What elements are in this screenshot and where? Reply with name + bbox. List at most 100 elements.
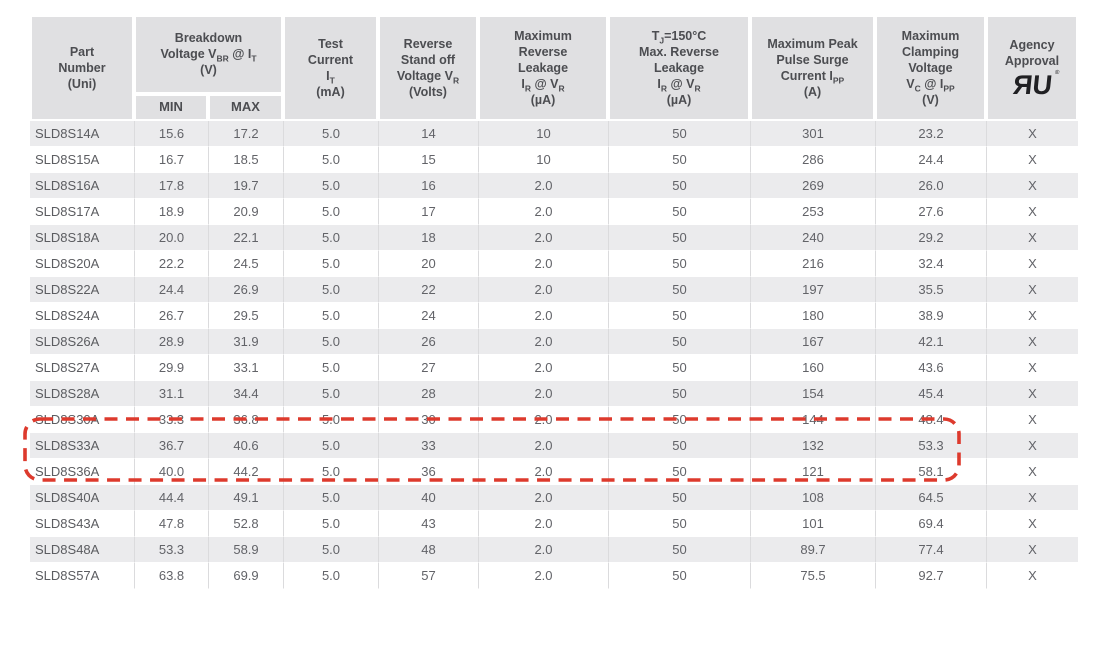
cell-vbr-max: 36.8 xyxy=(208,407,283,433)
cell-test-current: 5.0 xyxy=(283,277,378,303)
cell-max-peak-pulse-surge-current: 180 xyxy=(750,303,875,329)
cell-reverse-standoff-voltage: 16 xyxy=(378,173,478,199)
cell-agency-approval: X xyxy=(986,329,1078,355)
cell-test-current: 5.0 xyxy=(283,303,378,329)
cell-max-clamping-voltage: 45.4 xyxy=(875,381,986,407)
cell-part-number: SLD8S26A xyxy=(30,329,134,355)
cell-test-current: 5.0 xyxy=(283,459,378,485)
cell-max-clamping-voltage: 92.7 xyxy=(875,563,986,589)
cell-vbr-max: 19.7 xyxy=(208,173,283,199)
cell-reverse-standoff-voltage: 14 xyxy=(378,121,478,147)
cell-max-reverse-leakage: 2.0 xyxy=(478,251,608,277)
col-header-test-current: Test Current IT (mA) xyxy=(283,15,378,121)
cell-agency-approval: X xyxy=(986,277,1078,303)
cell-vbr-min: 20.0 xyxy=(134,225,208,251)
table-row-SLD8S30A: SLD8S30A 33.3 36.8 5.0 30 2.0 50 144 48.4 X xyxy=(30,407,1078,433)
cell-max-clamping-voltage: 32.4 xyxy=(875,251,986,277)
cell-reverse-standoff-voltage: 26 xyxy=(378,329,478,355)
cell-max-clamping-voltage: 24.4 xyxy=(875,147,986,173)
cell-max-peak-pulse-surge-current: 121 xyxy=(750,459,875,485)
cell-vbr-max: 52.8 xyxy=(208,511,283,537)
table-row-SLD8S22A: SLD8S22A 24.4 26.9 5.0 22 2.0 50 197 35.5 X xyxy=(30,277,1078,303)
cell-vbr-max: 22.1 xyxy=(208,225,283,251)
cell-tj150-max-reverse-leakage: 50 xyxy=(608,303,750,329)
cell-max-peak-pulse-surge-current: 197 xyxy=(750,277,875,303)
table-row-SLD8S17A: SLD8S17A 18.9 20.9 5.0 17 2.0 50 253 27.6 X xyxy=(30,199,1078,225)
cell-part-number: SLD8S28A xyxy=(30,381,134,407)
col-header-breakdown-voltage: Breakdown Voltage VBR @ IT (V) xyxy=(134,15,283,94)
cell-vbr-min: 17.8 xyxy=(134,173,208,199)
cell-max-reverse-leakage: 2.0 xyxy=(478,277,608,303)
cell-max-clamping-voltage: 23.2 xyxy=(875,121,986,147)
cell-reverse-standoff-voltage: 36 xyxy=(378,459,478,485)
cell-agency-approval: X xyxy=(986,251,1078,277)
cell-max-peak-pulse-surge-current: 144 xyxy=(750,407,875,433)
cell-test-current: 5.0 xyxy=(283,433,378,459)
cell-reverse-standoff-voltage: 22 xyxy=(378,277,478,303)
cell-max-peak-pulse-surge-current: 89.7 xyxy=(750,537,875,563)
cell-part-number: SLD8S14A xyxy=(30,121,134,147)
cell-tj150-max-reverse-leakage: 50 xyxy=(608,199,750,225)
cell-test-current: 5.0 xyxy=(283,329,378,355)
cell-tj150-max-reverse-leakage: 50 xyxy=(608,225,750,251)
col-header-max-peak-pulse-surge-current: Maximum Peak Pulse Surge Current IPP (A) xyxy=(750,15,875,121)
cell-vbr-max: 29.5 xyxy=(208,303,283,329)
cell-agency-approval: X xyxy=(986,303,1078,329)
cell-max-reverse-leakage: 10 xyxy=(478,147,608,173)
cell-test-current: 5.0 xyxy=(283,537,378,563)
table-body: SLD8S14A 15.6 17.2 5.0 14 10 50 301 23.2 X SLD8S15… xyxy=(30,121,1078,589)
cell-max-reverse-leakage: 2.0 xyxy=(478,225,608,251)
cell-part-number: SLD8S22A xyxy=(30,277,134,303)
cell-vbr-min: 16.7 xyxy=(134,147,208,173)
cell-test-current: 5.0 xyxy=(283,225,378,251)
cell-tj150-max-reverse-leakage: 50 xyxy=(608,433,750,459)
cell-vbr-max: 69.9 xyxy=(208,563,283,589)
table-row-SLD8S15A: SLD8S15A 16.7 18.5 5.0 15 10 50 286 24.4 X xyxy=(30,147,1078,173)
cell-max-reverse-leakage: 2.0 xyxy=(478,173,608,199)
cell-max-reverse-leakage: 2.0 xyxy=(478,303,608,329)
cell-tj150-max-reverse-leakage: 50 xyxy=(608,277,750,303)
cell-vbr-min: 44.4 xyxy=(134,485,208,511)
cell-max-reverse-leakage: 2.0 xyxy=(478,407,608,433)
cell-vbr-max: 34.4 xyxy=(208,381,283,407)
cell-tj150-max-reverse-leakage: 50 xyxy=(608,459,750,485)
cell-agency-approval: X xyxy=(986,563,1078,589)
cell-vbr-min: 31.1 xyxy=(134,381,208,407)
cell-tj150-max-reverse-leakage: 50 xyxy=(608,121,750,147)
table-row-SLD8S36A: SLD8S36A 40.0 44.2 5.0 36 2.0 50 121 58.1 X xyxy=(30,459,1078,485)
col-subheader-min: MIN xyxy=(134,93,208,121)
cell-vbr-max: 40.6 xyxy=(208,433,283,459)
cell-max-clamping-voltage: 38.9 xyxy=(875,303,986,329)
cell-max-clamping-voltage: 53.3 xyxy=(875,433,986,459)
cell-part-number: SLD8S18A xyxy=(30,225,134,251)
cell-max-reverse-leakage: 2.0 xyxy=(478,381,608,407)
cell-vbr-min: 15.6 xyxy=(134,121,208,147)
table-row-SLD8S16A: SLD8S16A 17.8 19.7 5.0 16 2.0 50 269 26.0 X xyxy=(30,173,1078,199)
cell-test-current: 5.0 xyxy=(283,407,378,433)
cell-vbr-max: 33.1 xyxy=(208,355,283,381)
cell-reverse-standoff-voltage: 30 xyxy=(378,407,478,433)
col-subheader-max: MAX xyxy=(208,93,283,121)
cell-part-number: SLD8S24A xyxy=(30,303,134,329)
cell-agency-approval: X xyxy=(986,173,1078,199)
cell-part-number: SLD8S20A xyxy=(30,251,134,277)
cell-max-reverse-leakage: 10 xyxy=(478,121,608,147)
cell-reverse-standoff-voltage: 24 xyxy=(378,303,478,329)
cell-test-current: 5.0 xyxy=(283,121,378,147)
col-header-max-reverse-leakage: Maximum Reverse Leakage IR @ VR (µA) xyxy=(478,15,608,121)
table-row-SLD8S18A: SLD8S18A 20.0 22.1 5.0 18 2.0 50 240 29.2 X xyxy=(30,225,1078,251)
cell-max-clamping-voltage: 64.5 xyxy=(875,485,986,511)
cell-test-current: 5.0 xyxy=(283,173,378,199)
cell-test-current: 5.0 xyxy=(283,511,378,537)
col-header-max-clamping-voltage: Maximum Clamping Voltage VC @ IPP (V) xyxy=(875,15,986,121)
cell-reverse-standoff-voltage: 20 xyxy=(378,251,478,277)
cell-test-current: 5.0 xyxy=(283,355,378,381)
cell-vbr-min: 40.0 xyxy=(134,459,208,485)
cell-tj150-max-reverse-leakage: 50 xyxy=(608,173,750,199)
table-row-SLD8S33A: SLD8S33A 36.7 40.6 5.0 33 2.0 50 132 53.3 X xyxy=(30,433,1078,459)
cell-agency-approval: X xyxy=(986,381,1078,407)
cell-max-clamping-voltage: 43.6 xyxy=(875,355,986,381)
cell-agency-approval: X xyxy=(986,121,1078,147)
cell-tj150-max-reverse-leakage: 50 xyxy=(608,563,750,589)
cell-part-number: SLD8S16A xyxy=(30,173,134,199)
